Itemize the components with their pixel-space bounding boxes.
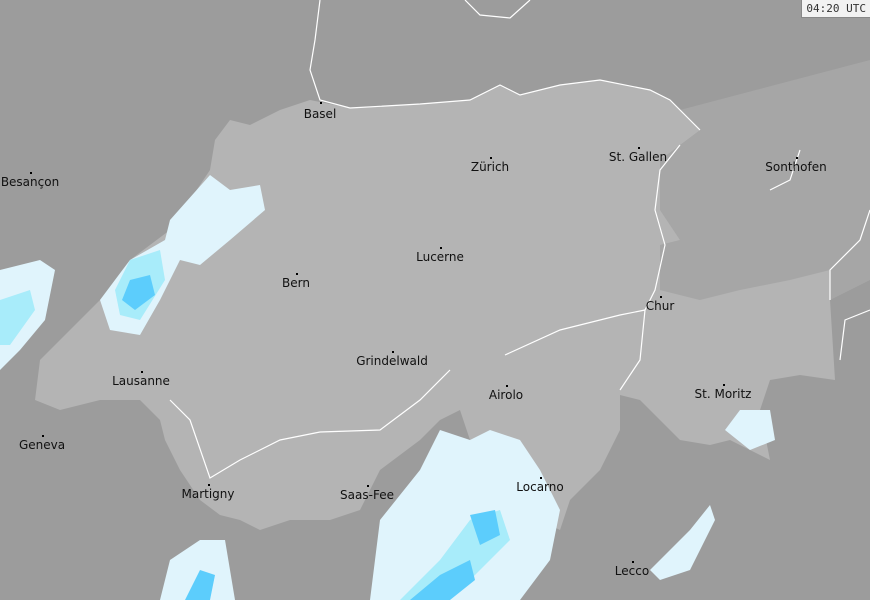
city-label-geneva: Geneva: [18, 438, 66, 452]
city-marker: [367, 485, 369, 487]
city-label-besancon: Besançon: [0, 175, 60, 189]
city-label-lucerne: Lucerne: [416, 250, 464, 264]
precipitation: [0, 175, 775, 600]
city-marker: [796, 157, 798, 159]
city-label-airolo: Airolo: [488, 388, 524, 402]
city-label-lecco: Lecco: [614, 564, 650, 578]
city-marker: [141, 371, 143, 373]
borders: [169, 0, 870, 479]
city-label-zurich: Zürich: [470, 160, 510, 174]
city-marker: [632, 561, 634, 563]
city-marker: [506, 385, 508, 387]
city-marker: [392, 351, 394, 353]
city-label-sonthofen: Sonthofen: [765, 160, 827, 174]
city-label-chur: Chur: [645, 299, 675, 313]
city-label-bern: Bern: [282, 276, 310, 290]
city-marker: [490, 157, 492, 159]
city-marker: [638, 147, 640, 149]
city-label-saas-fee: Saas-Fee: [340, 488, 394, 502]
timestamp-label: 04:20 UTC: [801, 0, 870, 18]
city-label-locarno: Locarno: [516, 480, 564, 494]
city-marker: [30, 172, 32, 174]
city-marker: [296, 273, 298, 275]
city-marker: [540, 477, 542, 479]
city-label-st-moritz: St. Moritz: [694, 387, 752, 401]
city-label-st-gallen: St. Gallen: [608, 150, 668, 164]
city-marker: [42, 435, 44, 437]
city-marker: [723, 384, 725, 386]
city-label-lausanne: Lausanne: [112, 374, 170, 388]
city-marker: [208, 484, 210, 486]
city-marker: [660, 296, 662, 298]
city-label-grindelwald: Grindelwald: [356, 354, 428, 368]
city-marker: [320, 102, 322, 104]
city-label-martigny: Martigny: [181, 487, 235, 501]
region-austria: [660, 60, 870, 300]
city-marker: [440, 247, 442, 249]
city-label-basel: Basel: [303, 107, 337, 121]
